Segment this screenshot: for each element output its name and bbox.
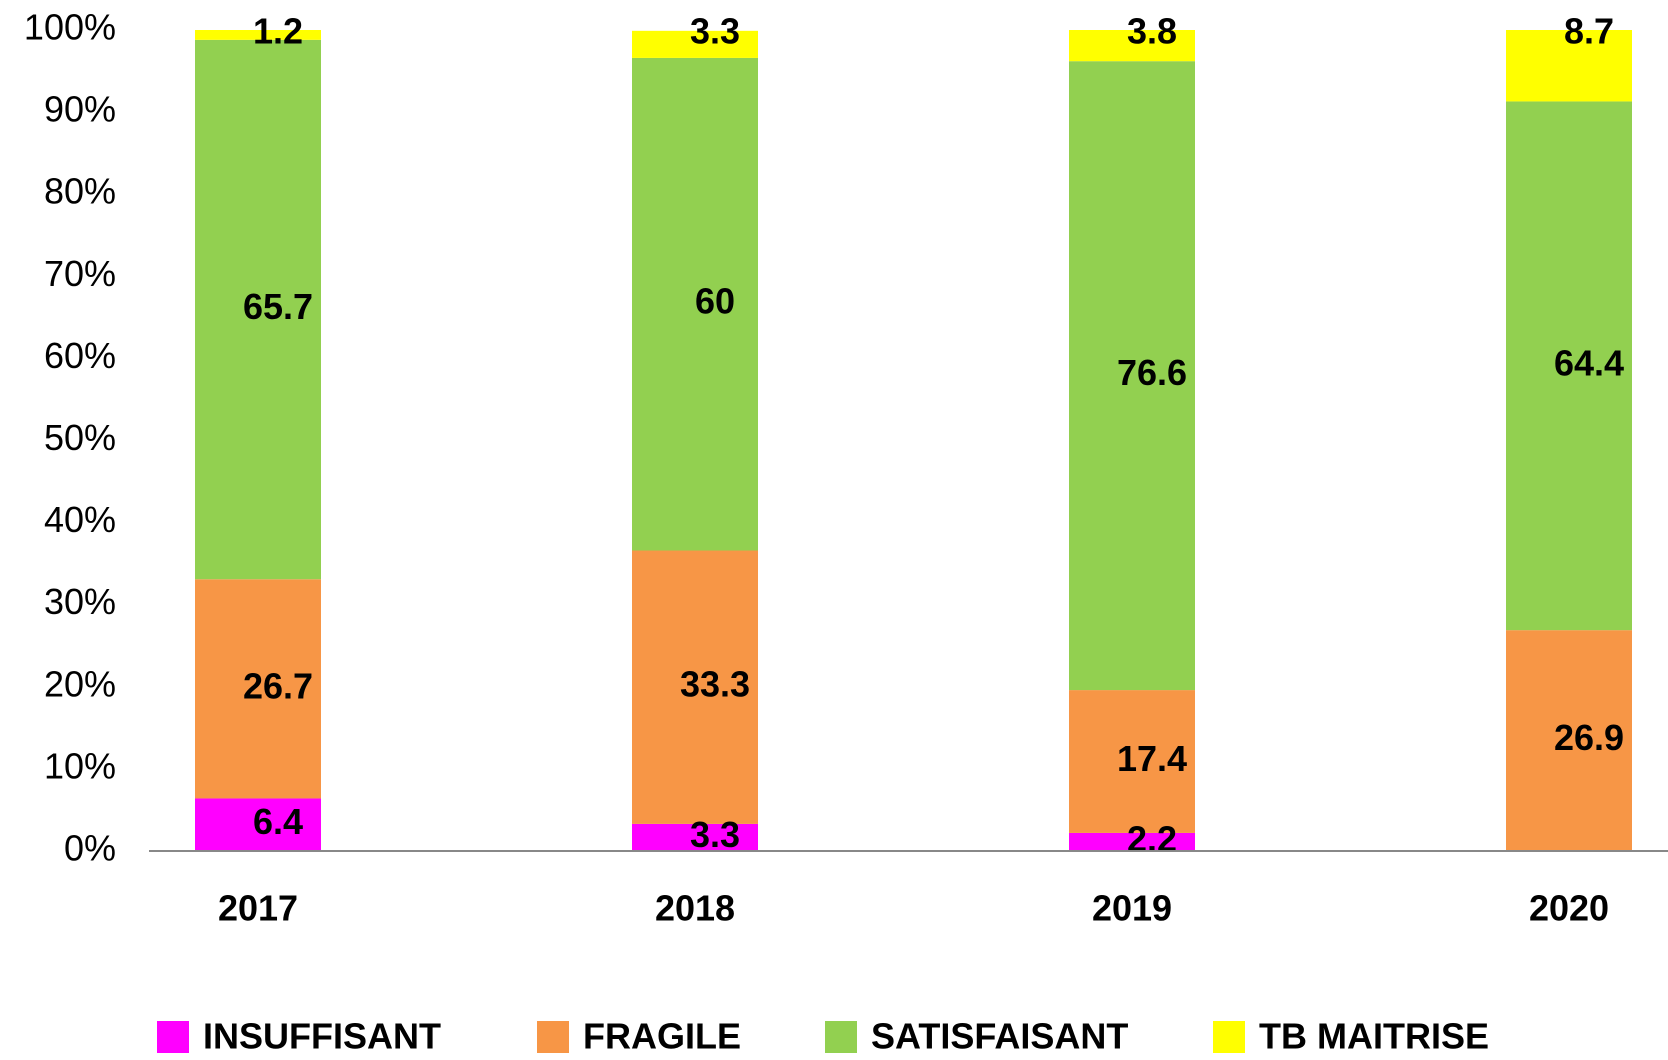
legend-label: TB MAITRISE: [1259, 1016, 1489, 1057]
data-label: 8.7: [1564, 11, 1614, 52]
bar-segment: [632, 30, 758, 58]
y-tick-label: 40%: [44, 499, 116, 540]
legend-swatch: [537, 1021, 569, 1053]
bar-segment: [1506, 630, 1632, 851]
data-label: 3.8: [1127, 11, 1177, 52]
data-label: 2.2: [1127, 818, 1177, 859]
bar-segment: [1069, 690, 1195, 833]
y-tick-label: 0%: [64, 828, 116, 869]
bar-segment: [1069, 832, 1195, 851]
bar-segment: [632, 550, 758, 824]
data-label: 26.7: [243, 665, 313, 706]
bar-segment: [195, 798, 321, 851]
y-tick-label: 50%: [44, 417, 116, 458]
y-tick-label: 30%: [44, 581, 116, 622]
data-label: 33.3: [680, 664, 750, 705]
data-label: 17.4: [1117, 738, 1187, 779]
y-tick-label: 90%: [44, 89, 116, 130]
data-label: 1.2: [253, 11, 303, 52]
bar-segment: [195, 579, 321, 799]
x-tick-label: 2017: [218, 888, 298, 929]
x-tick-label: 2018: [655, 888, 735, 929]
data-label: 3.3: [690, 11, 740, 52]
y-tick-label: 100%: [24, 7, 116, 48]
bar-segment: [632, 57, 758, 551]
y-tick-label: 70%: [44, 253, 116, 294]
data-label: 60: [695, 281, 735, 322]
bar-segment: [632, 823, 758, 851]
data-label: 6.4: [253, 801, 303, 842]
y-tick-label: 20%: [44, 663, 116, 704]
y-tick-label: 60%: [44, 335, 116, 376]
data-label: 76.6: [1117, 352, 1187, 393]
data-label: 26.9: [1554, 717, 1624, 758]
bar-segment: [195, 30, 321, 40]
legend-label: FRAGILE: [583, 1016, 741, 1057]
bar-segment: [1506, 101, 1632, 631]
legend-label: INSUFFISANT: [203, 1016, 441, 1057]
legend-label: SATISFAISANT: [871, 1016, 1128, 1057]
x-tick-label: 2020: [1529, 888, 1609, 929]
legend-swatch: [157, 1021, 189, 1053]
y-tick-label: 80%: [44, 171, 116, 212]
x-tick-label: 2019: [1092, 888, 1172, 929]
bar-segment: [195, 39, 321, 580]
bar-segment: [1069, 30, 1195, 62]
data-label: 3.3: [690, 814, 740, 855]
bar-segment: [1506, 30, 1632, 102]
data-label: 64.4: [1554, 342, 1624, 383]
data-label: 65.7: [243, 286, 313, 327]
legend-swatch: [1213, 1021, 1245, 1053]
bar-segment: [1069, 61, 1195, 691]
legend-swatch: [825, 1021, 857, 1053]
y-tick-label: 10%: [44, 745, 116, 786]
